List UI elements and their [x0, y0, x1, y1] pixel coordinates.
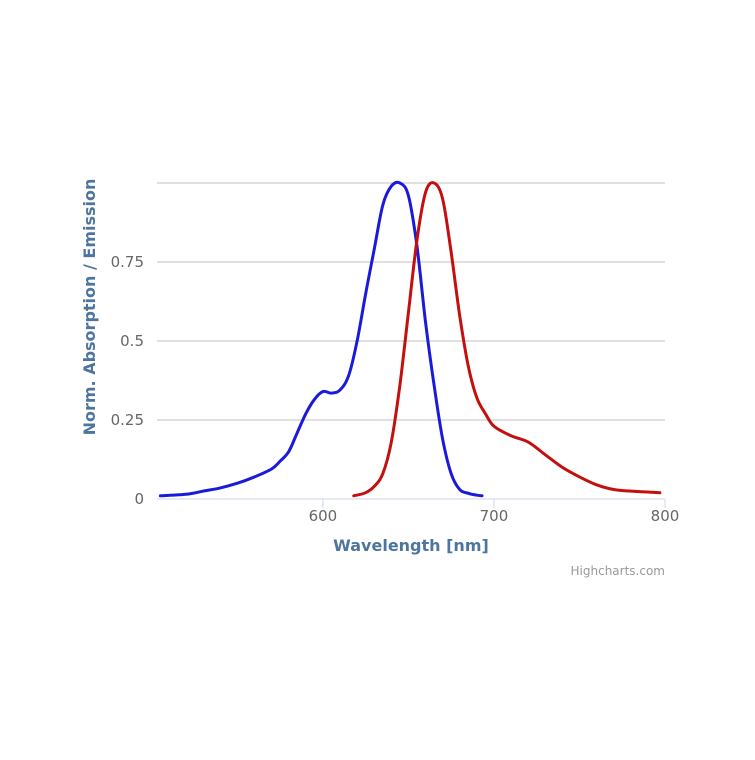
y-axis-title: Norm. Absorption / Emission [80, 179, 99, 436]
axes [157, 498, 666, 508]
x-tick-label: 600 [309, 507, 338, 525]
series-line-emission[interactable] [352, 181, 662, 498]
x-tick-label: 800 [651, 507, 680, 525]
grid-lines [157, 182, 665, 421]
credits-link[interactable]: Highcharts.com [571, 564, 665, 578]
x-tick-label: 700 [480, 507, 509, 525]
y-tick-label: 0.25 [111, 411, 144, 429]
y-tick-label: 0 [134, 490, 144, 508]
y-tick-label: 0.5 [120, 332, 144, 350]
series-lines[interactable] [158, 180, 662, 498]
y-tick-label: 0.75 [111, 253, 144, 271]
tick-labels: 0 0.25 0.5 0.75 600 700 800 [111, 253, 680, 525]
series-line-absorption[interactable] [158, 180, 484, 498]
x-axis-title: Wavelength [nm] [333, 536, 489, 555]
